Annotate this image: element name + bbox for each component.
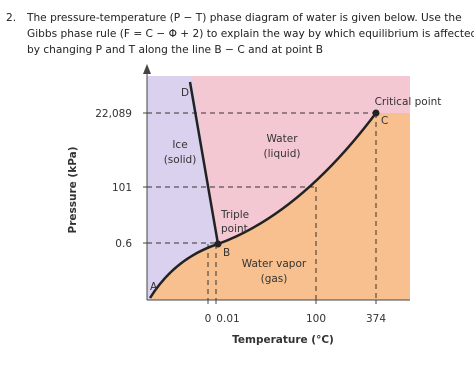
ice-region bbox=[147, 76, 218, 300]
region-label: (gas) bbox=[261, 273, 288, 285]
critical-point-label: Critical point bbox=[375, 96, 442, 108]
solid-liquid-line bbox=[188, 81, 220, 245]
question-line: by changing P and T along the line B − C… bbox=[27, 44, 323, 56]
region-label: (solid) bbox=[164, 154, 197, 166]
point-label: C bbox=[381, 115, 388, 127]
axis-arrow bbox=[143, 64, 151, 74]
guide-lines bbox=[147, 112, 377, 300]
point-label: A bbox=[150, 281, 158, 293]
y-tick-label: 22,089 bbox=[95, 108, 132, 120]
question-number: 2. bbox=[6, 12, 16, 24]
point-label: B bbox=[223, 247, 230, 259]
region-label: Water vapor bbox=[242, 258, 307, 270]
y-axis-label: Pressure (kPa) bbox=[67, 146, 79, 233]
x-tick-label: 374 bbox=[366, 313, 386, 325]
x-tick-label: 0 bbox=[205, 313, 212, 325]
question-line: The pressure-temperature (P − T) phase d… bbox=[26, 12, 462, 24]
point-label: D bbox=[181, 87, 189, 99]
x-tick-label: 100 bbox=[306, 313, 326, 325]
triple-point-label: Triple bbox=[220, 209, 249, 221]
axes bbox=[146, 70, 410, 301]
x-tick-label: 0.01 bbox=[216, 313, 239, 325]
region-label: Water bbox=[266, 133, 298, 145]
water-region bbox=[192, 76, 410, 244]
y-tick-label: 0.6 bbox=[115, 238, 132, 250]
region-label: Ice bbox=[172, 139, 187, 151]
x-axis-label: Temperature (°C) bbox=[232, 334, 334, 346]
region-label: (liquid) bbox=[264, 148, 301, 160]
tick-marks bbox=[143, 112, 377, 304]
triple-point-dot bbox=[214, 240, 222, 248]
critical-point-dot bbox=[372, 109, 380, 117]
y-tick-label: 101 bbox=[112, 182, 132, 194]
solid-vapor-line bbox=[148, 242, 219, 299]
question-line: Gibbs phase rule (F = C − Φ + 2) to expl… bbox=[27, 28, 474, 40]
liquid-vapor-line bbox=[217, 112, 377, 246]
triple-point-label: point bbox=[221, 223, 248, 235]
